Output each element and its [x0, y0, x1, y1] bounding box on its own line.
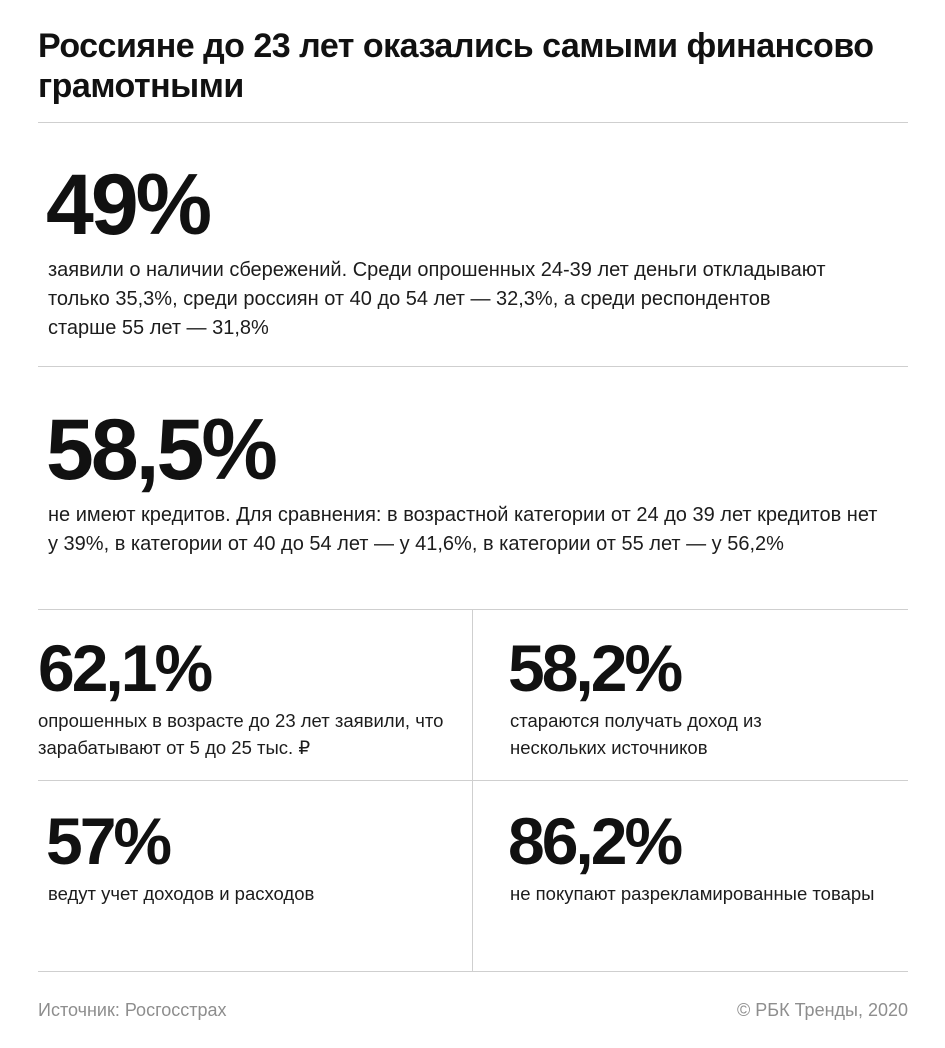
divider: [38, 122, 908, 123]
stat-description-multiple-income: стараются получать доход из нескольких и…: [510, 710, 762, 758]
copyright: © РБК Тренды, 2020: [737, 1000, 908, 1020]
stat-description-earnings: опрошенных в возрасте до 23 лет заявили,…: [38, 710, 444, 758]
divider: [38, 780, 908, 781]
stat-description-savings: заявили о наличии сбережений. Среди опро…: [48, 259, 826, 339]
stat-value-no-advertised: 86,2%: [508, 804, 683, 878]
stat-value-savings: 49%: [46, 157, 212, 253]
stat-description-budget-tracking: ведут учет доходов и расходов: [48, 883, 315, 904]
divider: [38, 971, 908, 972]
stat-value-multiple-income: 58,2%: [508, 631, 683, 705]
stat-value-no-credits: 58,5%: [46, 402, 278, 498]
divider: [38, 366, 908, 367]
divider: [38, 609, 908, 610]
stat-description-no-advertised: не покупают разрекламированные товары: [510, 883, 875, 904]
source-note: Источник: Росгосстрах: [38, 1000, 227, 1020]
stat-value-budget-tracking: 57%: [46, 804, 172, 878]
stat-description-no-credits: не имеют кредитов. Для сравнения: в возр…: [48, 504, 878, 555]
column-divider: [472, 609, 473, 971]
stat-value-earnings: 62,1%: [38, 631, 213, 705]
page-title: Россияне до 23 лет оказались самыми фина…: [38, 27, 874, 105]
